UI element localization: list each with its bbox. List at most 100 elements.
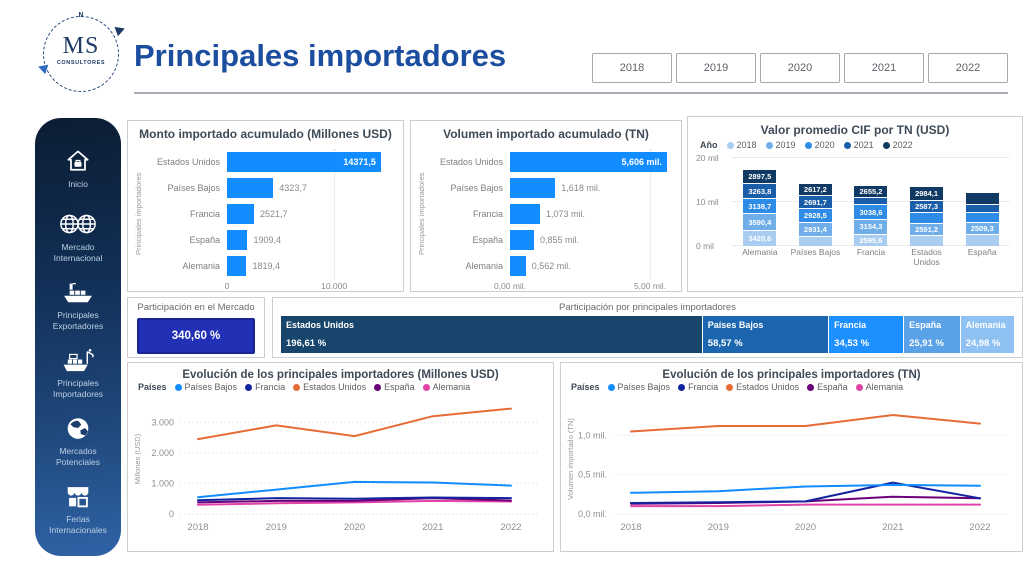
segment-espana-2020[interactable] [965,213,999,223]
ribbon-segment-estados-unidos[interactable]: Estados Unidos 196,61 % [281,316,702,353]
y-axis-title: Principales importadores [134,172,143,256]
series-line-estados-unidos[interactable] [630,414,981,433]
segment-paises-bajos-2022[interactable]: 2617,2 [798,183,832,196]
bar-category-label: Francia [189,209,220,219]
year-button-2021[interactable]: 2021 [844,53,924,83]
compass-needle-east-icon [114,23,127,37]
legend-item-espana[interactable]: España [807,382,848,392]
ribbon-segment-paises-bajos[interactable]: Países Bajos 58,57 % [702,316,829,353]
year-button-2020[interactable]: 2020 [760,53,840,83]
series-line-francia[interactable] [197,496,512,502]
bar-estados-unidos[interactable]: 5,606 mil. [510,152,667,172]
legend-item-paises-bajos[interactable]: Países Bajos [607,382,670,392]
column-francia[interactable]: 2595,6 3154,3 3038,6 2655,2 [854,185,888,246]
bar-francia[interactable] [510,204,541,224]
legend-item-paises-bajos[interactable]: Países Bajos [174,382,237,392]
segment-alemania-2018[interactable]: 3420,6 [743,230,777,246]
series-line-francia[interactable] [630,481,981,504]
bar-paises-bajos[interactable] [227,178,274,198]
segment-paises-bajos-2020[interactable]: 2928,5 [798,209,832,222]
segment-espana-2022[interactable] [965,193,999,204]
bar-francia[interactable] [227,204,254,224]
bar-espana[interactable] [227,230,248,250]
bar-alemania[interactable] [510,256,526,276]
sidebar-item-mercado-internacional[interactable]: Mercado Internacional [38,202,118,270]
series-line-estados-unidos[interactable] [197,407,512,441]
year-button-2018[interactable]: 2018 [592,53,672,83]
series-line-alemania[interactable] [630,503,981,508]
segment-espana-2018[interactable] [965,235,999,246]
legend-item-2021[interactable]: 2021 [843,140,874,150]
segment-francia-2018[interactable]: 2595,6 [854,234,888,246]
year-button-2019[interactable]: 2019 [676,53,756,83]
cargo-ship-icon [61,277,95,307]
segment-paises-bajos-2018[interactable] [798,236,832,246]
legend-item-estados-unidos[interactable]: Estados Unidos [726,382,799,392]
segment-francia-2020[interactable]: 3038,6 [854,205,888,219]
ribbon-segment-name: Alemania [965,320,1006,330]
bar-value-label: 0,562 mil. [531,261,571,271]
column-alemania[interactable]: 3420,6 3590,4 3138,7 3263,8 2897,5 [743,170,777,246]
ribbon-segment-alemania[interactable]: Alemania 24,98 % [960,316,1014,353]
year-button-2022[interactable]: 2022 [928,53,1008,83]
legend-item-estados-unidos[interactable]: Estados Unidos [293,382,366,392]
segment-paises-bajos-2021[interactable]: 2691,7 [798,196,832,208]
bar-espana[interactable] [510,230,534,250]
bar-alemania[interactable] [227,256,247,276]
ribbon-segment-name: España [909,320,942,330]
sidebar-item-inicio[interactable]: Inicio [38,134,118,202]
segment-francia-2021[interactable] [854,198,888,205]
sidebar-item-label: Principales Exportadores [52,310,104,331]
ribbon-segment-espana[interactable]: España 25,91 % [904,316,960,353]
segment-alemania-2019[interactable]: 3590,4 [743,214,777,230]
bar-row-paises-bajos: Países Bajos 1,618 mil. [429,175,671,201]
legend-item-francia[interactable]: Francia [678,382,718,392]
column-espana[interactable]: 2509,3 [965,193,999,246]
segment-alemania-2022[interactable]: 2897,5 [743,170,777,183]
legend-item-2022[interactable]: 2022 [882,140,913,150]
sidebar-item-mercados-potenciales[interactable]: Mercados Potenciales [38,406,118,474]
segment-alemania-2020[interactable]: 3138,7 [743,199,777,214]
legend-item-francia[interactable]: Francia [245,382,285,392]
segment-paises-bajos-2019[interactable]: 2931,4 [798,222,832,236]
bar-estados-unidos[interactable]: 14371,5 [227,152,381,172]
legend-label: España [817,382,848,392]
segment-estados-unidos-2021[interactable]: 2587,3 [910,200,944,213]
legend-item-2019[interactable]: 2019 [765,140,796,150]
grid-line [334,149,336,279]
segment-espana-2019[interactable]: 2509,3 [965,223,999,235]
segment-francia-2019[interactable]: 3154,3 [854,219,888,234]
series-line-espana[interactable] [197,497,512,504]
legend-item-2020[interactable]: 2020 [804,140,835,150]
sidebar-item-label: Inicio [68,179,88,190]
legend-item-alemania[interactable]: Alemania [855,382,903,392]
column-estados-unidos[interactable]: 2591,2 2587,3 2984,1 [910,186,944,246]
bar-paises-bajos[interactable] [510,178,556,198]
bar-track: 1,073 mil. [510,204,671,224]
series-line-alemania[interactable] [197,499,512,506]
series-line-paises-bajos[interactable] [197,480,512,499]
segment-estados-unidos-2020[interactable] [910,213,944,223]
x-tick-label: 2019 [708,522,729,533]
chart-title-volumen: Volumen importado acumulado (TN) [443,127,649,141]
segment-value-label: 2617,2 [803,184,827,194]
sidebar-item-ferias-internacionales[interactable]: Ferias Internacionales [38,474,118,542]
series-line-paises-bajos[interactable] [630,483,981,494]
ribbon-segment-francia[interactable]: Francia 34,53 % [829,316,904,353]
segment-espana-2021[interactable] [965,204,999,213]
segment-value-label: 2587,3 [915,202,939,212]
segment-francia-2022[interactable]: 2655,2 [854,185,888,198]
panel-participacion-importadores: Participación por principales importador… [272,297,1023,358]
column-paises-bajos[interactable]: 2931,4 2928,5 2691,7 2617,2 [798,183,832,246]
legend-item-alemania[interactable]: Alemania [422,382,470,392]
segment-alemania-2021[interactable]: 3263,8 [743,184,777,199]
legend-item-espana[interactable]: España [374,382,415,392]
segment-estados-unidos-2022[interactable]: 2984,1 [910,186,944,200]
sidebar-item-principales-exportadores[interactable]: Principales Exportadores [38,270,118,338]
segment-estados-unidos-2019[interactable]: 2591,2 [910,223,944,236]
segment-estados-unidos-2018[interactable] [910,236,944,246]
bar-track: 1909,4 [227,230,393,250]
sidebar-item-principales-importadores[interactable]: Principales Importadores [38,338,118,406]
legend-item-2018[interactable]: 2018 [726,140,757,150]
